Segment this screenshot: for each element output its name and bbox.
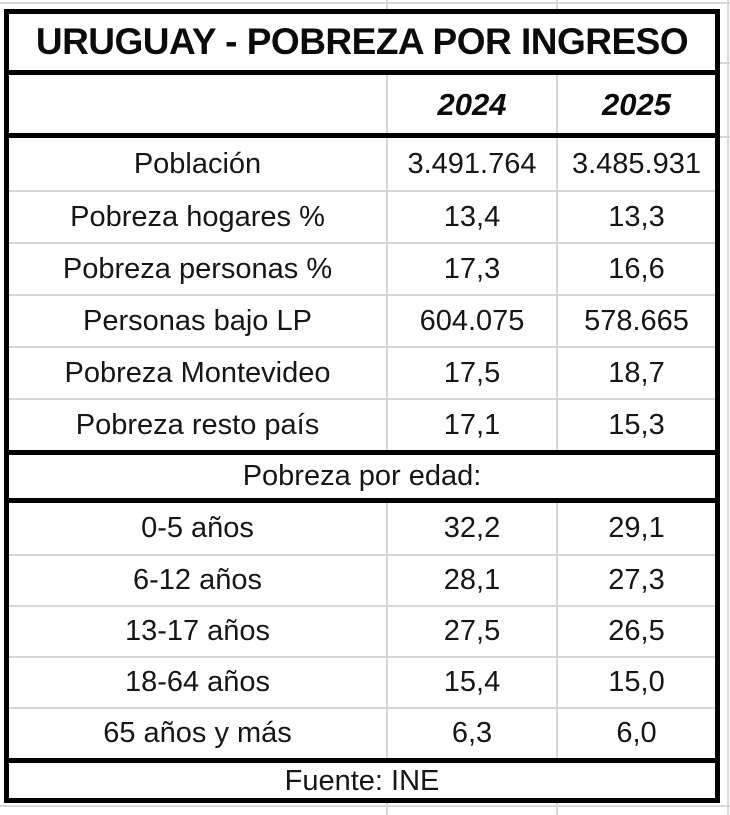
table-row: 65 años y más 6,3 6,0 [9,707,715,758]
row-label: 0-5 años [141,512,254,544]
column-header-2025: 2025 [556,75,715,133]
value-2024: 13,4 [386,192,556,242]
value-2025: 15,3 [556,400,715,450]
row-label: Pobreza personas % [62,252,333,285]
table-row: Pobreza Montevideo 17,5 18,7 [9,346,715,398]
value-2025: 13,3 [556,192,715,242]
value-2024: 17,1 [386,400,556,450]
table-row: Población 3.491.764 3.485.931 [9,138,715,190]
table-row: Personas bajo LP 604.075 578.665 [9,294,715,346]
year-header-row: 2024 2025 [9,75,715,138]
row-label: 6-12 años [133,564,262,596]
value-2024: 28,1 [386,556,556,605]
sheet-gridline [727,0,729,815]
row-label: 65 años y más [103,717,292,749]
poverty-table: URUGUAY - POBREZA POR INGRESO 2024 2025 … [4,9,720,803]
value-2025: 578.665 [556,296,715,346]
row-label: Pobreza resto país [75,408,320,441]
table-row: 18-64 años 15,4 15,0 [9,656,715,707]
value-2025: 29,1 [556,503,715,554]
table-row: 6-12 años 28,1 27,3 [9,554,715,605]
value-2025: 18,7 [556,348,715,398]
row-label: Pobreza hogares % [70,200,325,233]
value-2024: 6,3 [386,709,556,758]
value-2024: 15,4 [386,658,556,707]
value-2024: 17,3 [386,244,556,294]
source-footer: Fuente: INE [9,758,715,798]
value-2025: 27,3 [556,556,715,605]
sheet-gridline [0,2,730,4]
value-2024: 3.491.764 [386,138,556,190]
sheet-gridline [720,62,730,64]
value-2025: 3.485.931 [556,138,715,190]
table-row: Pobreza personas % 17,3 16,6 [9,242,715,294]
value-2025: 26,5 [556,607,715,656]
table-row: Pobreza resto país 17,1 15,3 [9,398,715,450]
value-2024: 17,5 [386,348,556,398]
age-section-header: Pobreza por edad: [9,450,715,503]
table-row: Pobreza hogares % 13,4 13,3 [9,190,715,242]
row-label: Población [133,147,262,180]
row-label: 18-64 años [124,666,271,698]
table-title: URUGUAY - POBREZA POR INGRESO [9,14,715,75]
value-2025: 6,0 [556,709,715,758]
column-header-2024: 2024 [386,75,556,133]
value-2024: 32,2 [386,503,556,554]
value-2025: 15,0 [556,658,715,707]
table-row: 13-17 años 27,5 26,5 [9,605,715,656]
value-2024: 604.075 [386,296,556,346]
row-label: Pobreza Montevideo [64,356,331,389]
row-label: 13-17 años [124,615,271,647]
table-row: 0-5 años 32,2 29,1 [9,503,715,554]
value-2024: 27,5 [386,607,556,656]
row-label: Personas bajo LP [83,304,312,337]
sheet-gridline [0,805,730,807]
sheet-gridline [720,136,730,138]
value-2025: 16,6 [556,244,715,294]
empty-header-cell [9,75,386,133]
